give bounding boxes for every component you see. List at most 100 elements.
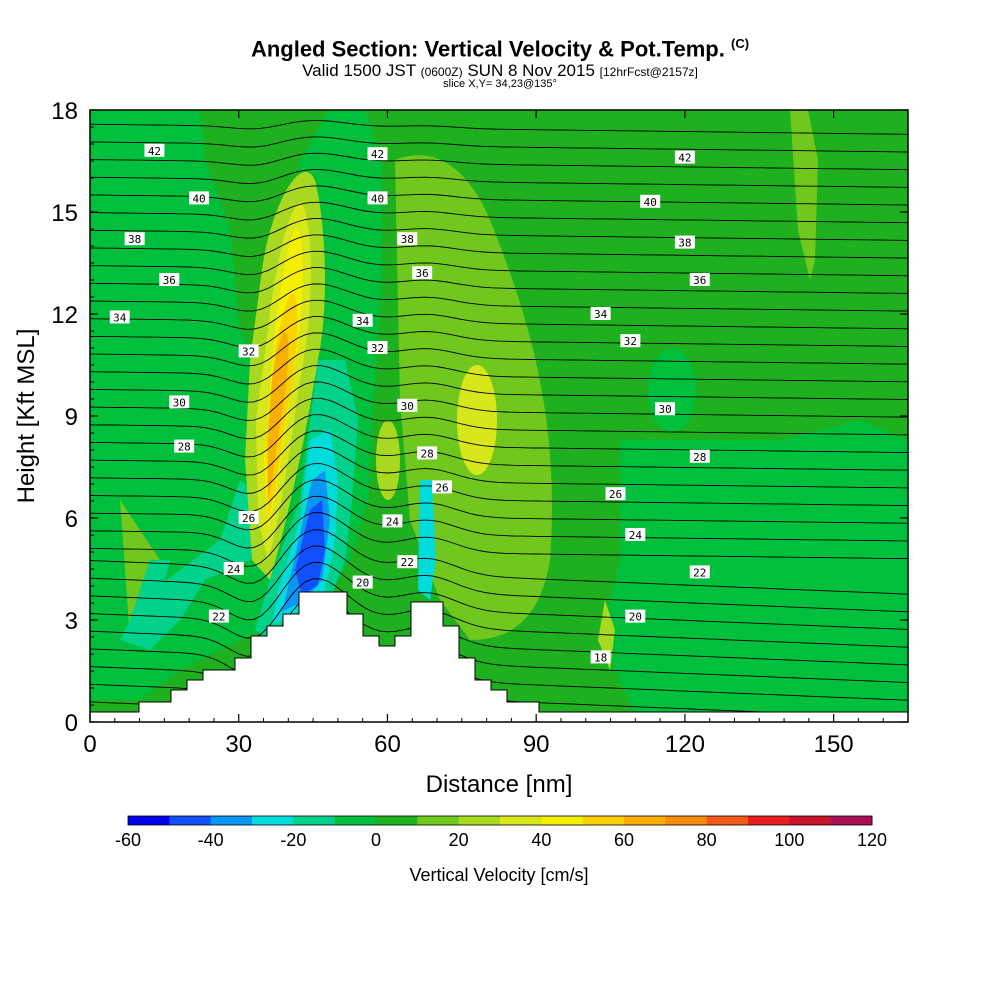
isentrope-line	[90, 152, 908, 171]
isentrope-line	[90, 479, 908, 531]
theta-label-box	[417, 446, 438, 460]
theta-label-box	[689, 565, 710, 579]
isentrope-line	[90, 136, 908, 153]
colorbar-tick-label: 40	[531, 830, 551, 850]
theta-label-box	[169, 395, 190, 409]
theta-label-box	[208, 609, 229, 623]
isentrope-line	[90, 120, 908, 135]
theta-label: 26	[435, 481, 448, 494]
theta-label-box	[223, 562, 244, 575]
colorbar-segment	[541, 816, 584, 825]
theta-label-box	[367, 147, 388, 161]
theta-label: 22	[212, 611, 225, 624]
isentrope-line	[90, 218, 908, 241]
colorbar-tick-label: 100	[774, 830, 804, 850]
theta-label: 22	[693, 566, 706, 579]
y-tick-label: 9	[65, 404, 78, 431]
theta-label: 26	[242, 512, 255, 525]
theta-label: 42	[678, 152, 691, 165]
theta-label: 36	[163, 274, 176, 287]
theta-label-box	[382, 514, 403, 528]
theta-label: 40	[371, 192, 384, 205]
theta-label-box	[367, 341, 388, 354]
theta-label: 24	[629, 529, 643, 542]
isentrope-line	[90, 201, 908, 224]
colorbar-segment	[830, 816, 873, 825]
theta-label: 24	[386, 515, 400, 528]
y-tick-label: 15	[51, 200, 78, 227]
y-tick-label: 12	[51, 302, 78, 329]
isentrope-line	[90, 234, 908, 259]
theta-label: 42	[148, 145, 161, 158]
isentrope-line	[90, 594, 908, 666]
y-tick-label: 0	[65, 710, 78, 737]
colorbar-segment	[252, 816, 294, 825]
theta-label-box	[412, 266, 433, 280]
isentrope-line	[90, 529, 908, 595]
isentrope-line	[90, 381, 908, 421]
theta-label-box	[144, 143, 165, 157]
colorbar-tick-label: 0	[371, 830, 381, 850]
y-axis-ticks: 0 36 9 12 15 18	[51, 98, 908, 737]
theta-label-box	[397, 555, 418, 569]
colorbar-segment	[789, 816, 832, 825]
field-downdraft-east	[418, 480, 436, 600]
theta-label: 30	[173, 396, 186, 409]
theta-label-box	[689, 273, 710, 286]
x-tick-label: 120	[665, 731, 705, 758]
x-tick-label: 60	[374, 731, 401, 758]
theta-labels: 42 42 42 40 40 40 38 38 38 36 36 36 34 34 34 32 32 32 30 30…	[109, 143, 710, 664]
isentrope-line	[90, 250, 908, 277]
theta-label-box	[625, 528, 646, 541]
theta-label-box	[109, 310, 130, 324]
theta-label: 34	[113, 311, 127, 324]
colorbar-segment	[169, 816, 212, 825]
theta-label: 28	[420, 447, 433, 460]
y-tick-label: 18	[51, 98, 78, 125]
theta-label: 30	[401, 400, 414, 413]
colorbar-segment	[624, 816, 666, 825]
colorbar-segment	[500, 816, 542, 825]
x-axis-label: Distance [nm]	[426, 771, 573, 798]
theta-label-box	[640, 194, 661, 208]
isentrope-line	[90, 578, 908, 648]
chart-subtitle: Valid 1500 JST (0600Z) SUN 8 Nov 2015 [1…	[302, 61, 698, 80]
x-tick-label: 0	[83, 731, 96, 758]
colorbar-tick-label: 80	[697, 830, 717, 850]
theta-label-box	[159, 273, 180, 286]
colorbar-label: Vertical Velocity [cm/s]	[409, 865, 588, 885]
theta-label-box	[689, 449, 710, 463]
theta-label-box	[238, 344, 259, 358]
theta-label-box	[189, 191, 210, 205]
isentrope-line	[90, 169, 908, 188]
isentrope-line	[90, 463, 908, 513]
theta-label-box	[590, 650, 611, 664]
theta-label: 38	[128, 233, 141, 246]
theta-label-box	[674, 150, 695, 164]
isentrope-line	[90, 430, 908, 476]
theta-label: 18	[594, 651, 607, 664]
field-negative-east	[600, 420, 908, 722]
colorbar: -60 -40 -20 0 20 40 60 80 100 120	[115, 815, 887, 850]
colorbar-tick-label: -60	[115, 830, 141, 850]
theta-label: 26	[609, 488, 622, 501]
theta-label: 40	[192, 192, 205, 205]
colorbar-segment	[665, 816, 708, 825]
colorbar-tick-label: 20	[449, 830, 469, 850]
isentrope-line	[90, 397, 908, 440]
isentrope-line	[90, 348, 908, 385]
theta-label-box	[367, 191, 388, 205]
theta-label: 38	[678, 237, 691, 250]
isentrope-line	[90, 414, 908, 458]
colorbar-tick-label: 120	[857, 830, 887, 850]
colorbar-segment	[128, 816, 170, 825]
theta-label-box	[352, 575, 373, 589]
theta-label: 36	[693, 274, 706, 287]
theta-label-box	[174, 439, 195, 453]
theta-label-box	[655, 402, 676, 416]
theta-label-box	[674, 235, 695, 249]
theta-label: 32	[371, 342, 384, 355]
theta-label: 32	[242, 345, 255, 358]
theta-label: 28	[178, 441, 191, 454]
